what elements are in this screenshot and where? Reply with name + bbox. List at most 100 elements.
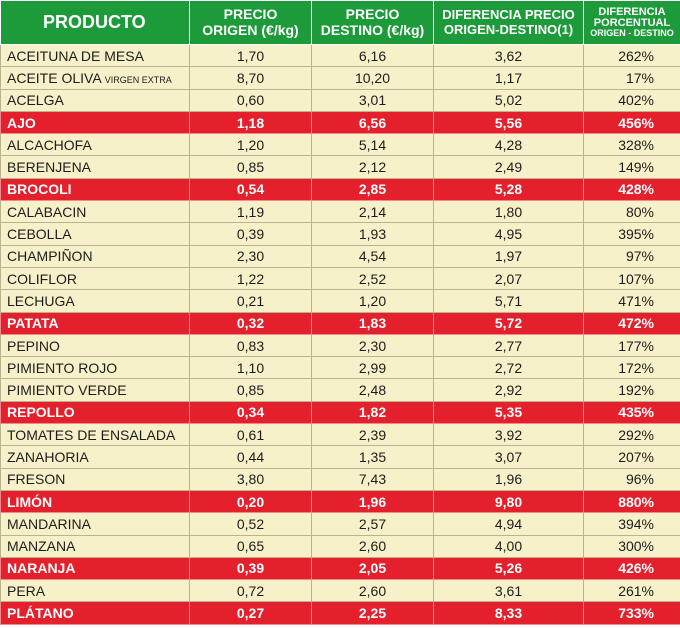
cell-porcentual: 880% (583, 489, 680, 514)
cell-precio-destino-value: 1,93 (358, 226, 387, 243)
cell-producto: ZANAHORIA (0, 445, 190, 469)
cell-diferencia-value: 1,97 (494, 248, 523, 265)
cell-producto: LIMÓN (0, 489, 190, 514)
cell-producto: PIMIENTO ROJO (0, 356, 190, 380)
cell-precio-origen-value: 0,52 (236, 515, 265, 532)
cell-porcentual: 428% (583, 177, 680, 202)
cell-precio-destino-value: 2,60 (358, 582, 387, 599)
cell-diferencia-value: 3,92 (494, 426, 523, 443)
cell-precio-destino-value: 10,20 (354, 69, 391, 86)
cell-producto: AJO (0, 110, 190, 135)
cell-producto-value: PERA (7, 582, 46, 599)
cell-precio-destino: 10,20 (311, 66, 434, 90)
cell-porcentual-value: 292% (618, 426, 654, 443)
table-row-highlighted: AJO 1,18 6,56 5,56 456% (0, 110, 680, 135)
cell-porcentual-value: 192% (618, 382, 654, 399)
cell-precio-destino-value: 5,14 (358, 136, 387, 153)
cell-precio-destino: 2,60 (311, 534, 434, 558)
cell-precio-origen: 3,80 (189, 467, 312, 491)
table-row-highlighted: LIMÓN 0,20 1,96 9,80 880% (0, 489, 680, 514)
table-row: ALCACHOFA 1,20 5,14 4,28 328% (0, 133, 680, 157)
cell-diferencia: 1,96 (433, 467, 584, 491)
table-row: ACELGA 0,60 3,01 5,02 402% (0, 88, 680, 112)
cell-precio-destino-value: 2,05 (358, 560, 387, 577)
cell-diferencia: 4,94 (433, 512, 584, 536)
table-row: MANZANA 0,65 2,60 4,00 300% (0, 534, 680, 558)
table-row-highlighted: BROCOLI 0,54 2,85 5,28 428% (0, 177, 680, 202)
cell-porcentual: 426% (583, 556, 680, 581)
cell-precio-destino: 6,16 (311, 43, 434, 68)
cell-porcentual-value: 80% (625, 203, 654, 220)
cell-precio-destino: 2,12 (311, 155, 434, 179)
cell-porcentual: 395% (583, 222, 680, 246)
cell-producto-value: BERENJENA (7, 159, 92, 176)
cell-producto: MANZANA (0, 534, 190, 558)
cell-diferencia-value: 4,95 (494, 226, 523, 243)
cell-precio-destino: 1,83 (311, 311, 434, 335)
cell-precio-destino-value: 1,35 (358, 448, 387, 465)
cell-precio-destino: 2,99 (311, 356, 434, 380)
cell-porcentual-value: 261% (618, 582, 654, 599)
cell-precio-origen: 8,70 (189, 66, 312, 90)
cell-precio-origen: 0,39 (189, 556, 312, 581)
cell-precio-destino: 2,85 (311, 177, 434, 202)
cell-precio-destino: 2,57 (311, 512, 434, 536)
cell-producto-value: LIMÓN (7, 493, 53, 510)
cell-precio-origen-value: 0,34 (236, 404, 265, 421)
cell-precio-origen-value: 1,70 (236, 47, 265, 64)
cell-precio-origen: 0,21 (189, 289, 312, 313)
cell-precio-destino-value: 2,12 (358, 159, 387, 176)
header-row: PRODUCTO PRECIO ORIGEN (€/kg) PRECIO DES… (0, 0, 680, 45)
cell-diferencia: 5,28 (433, 177, 584, 202)
cell-porcentual-value: 426% (618, 560, 654, 577)
cell-porcentual-value: 262% (618, 47, 654, 64)
cell-producto: ACELGA (0, 88, 190, 112)
cell-producto: PERA (0, 579, 190, 603)
table-row: BERENJENA 0,85 2,12 2,49 149% (0, 155, 680, 179)
cell-diferencia: 9,80 (433, 489, 584, 514)
cell-precio-destino: 4,54 (311, 244, 434, 268)
cell-producto: ACEITE OLIVA VIRGEN EXTRA (0, 66, 190, 90)
cell-diferencia: 5,56 (433, 110, 584, 135)
cell-precio-destino: 7,43 (311, 467, 434, 491)
header-diferencia-precio: DIFERENCIA PRECIO ORIGEN-DESTINO(1) (433, 0, 584, 45)
cell-precio-destino-value: 1,82 (358, 404, 387, 421)
cell-porcentual: 402% (583, 88, 680, 112)
table-body: ACEITUNA DE MESA 1,70 6,16 3,62 262% ACEITE O… (0, 43, 680, 625)
cell-porcentual: 394% (583, 512, 680, 536)
cell-diferencia-value: 5,26 (494, 560, 523, 577)
cell-precio-origen-value: 0,39 (236, 560, 265, 577)
cell-porcentual: 149% (583, 155, 680, 179)
cell-diferencia: 3,61 (433, 579, 584, 603)
cell-porcentual: 17% (583, 66, 680, 90)
cell-producto-value: NARANJA (7, 560, 76, 577)
cell-precio-destino: 1,93 (311, 222, 434, 246)
cell-porcentual: 328% (583, 133, 680, 157)
cell-precio-origen: 2,30 (189, 244, 312, 268)
cell-producto-value: PATATA (7, 315, 59, 332)
cell-precio-origen-value: 1,18 (236, 114, 265, 131)
cell-porcentual: 97% (583, 244, 680, 268)
cell-precio-destino-value: 2,39 (358, 426, 387, 443)
cell-porcentual: 472% (583, 311, 680, 335)
cell-precio-destino: 2,52 (311, 266, 434, 291)
cell-producto: MANDARINA (0, 512, 190, 536)
header-producto: PRODUCTO (0, 0, 190, 45)
cell-diferencia-value: 3,61 (494, 582, 523, 599)
cell-precio-destino: 1,20 (311, 289, 434, 313)
cell-porcentual-value: 149% (618, 159, 654, 176)
cell-diferencia-value: 3,62 (494, 47, 523, 64)
cell-diferencia-value: 1,17 (494, 69, 523, 86)
cell-precio-origen: 1,22 (189, 266, 312, 291)
cell-porcentual-value: 402% (618, 92, 654, 109)
cell-producto: CALABACIN (0, 200, 190, 224)
table-row-highlighted: REPOLLO 0,34 1,82 5,35 435% (0, 400, 680, 425)
cell-porcentual-value: 97% (625, 248, 654, 265)
cell-diferencia-value: 2,07 (494, 270, 523, 287)
cell-producto: COLIFLOR (0, 266, 190, 291)
cell-diferencia: 4,28 (433, 133, 584, 157)
cell-precio-origen-value: 0,39 (236, 226, 265, 243)
cell-producto-value: MANDARINA (7, 515, 92, 532)
cell-producto-value: TOMATES DE ENSALADA (7, 426, 176, 443)
cell-precio-origen: 0,54 (189, 177, 312, 202)
